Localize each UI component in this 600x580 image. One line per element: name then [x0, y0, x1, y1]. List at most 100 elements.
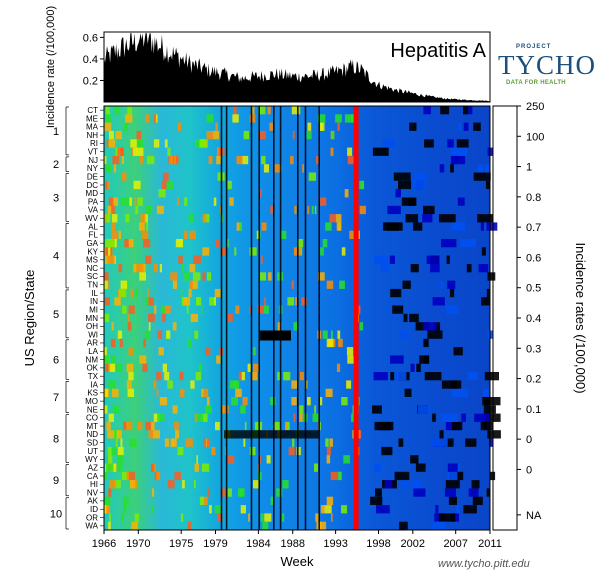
heat-cell: [240, 405, 246, 414]
heat-cell: [126, 363, 134, 372]
state-label: GA: [86, 239, 98, 248]
heat-cell: [108, 488, 112, 497]
state-label: LA: [88, 347, 98, 356]
heat-cell: [123, 505, 127, 514]
heat-cell: [404, 388, 412, 397]
heat-cell: [320, 197, 327, 206]
heat-cell: [403, 313, 408, 323]
heat-cell: [413, 222, 423, 231]
xtick-label: 1966: [92, 538, 116, 550]
heat-cell: [481, 297, 490, 306]
heat-cell: [341, 397, 348, 406]
heat-cell: [158, 347, 164, 356]
heat-cell: [174, 471, 181, 481]
na-streak: [258, 106, 260, 530]
heat-cell: [111, 205, 115, 215]
heat-cell: [194, 330, 199, 339]
heat-cell: [331, 130, 335, 140]
logo-project-text: PROJECT: [516, 44, 552, 50]
heat-cell: [432, 438, 448, 447]
heat-cell: [373, 372, 388, 381]
heat-cell: [359, 180, 365, 190]
heat-cell: [393, 172, 411, 181]
heat-cell: [370, 496, 383, 505]
heat-cell: [458, 122, 462, 131]
heat-cell: [139, 355, 147, 364]
heat-cell: [293, 322, 299, 331]
heat-cell: [424, 139, 434, 148]
heat-cell: [394, 471, 410, 481]
heat-cell: [484, 372, 499, 381]
state-label: CO: [86, 414, 98, 423]
heat-cell: [423, 205, 435, 215]
heat-cell: [320, 397, 323, 406]
heat-cell: [115, 438, 118, 447]
heat-cell: [441, 239, 457, 248]
heat-cell: [432, 413, 436, 422]
heat-cell: [325, 222, 332, 231]
heat-cell: [148, 430, 153, 439]
heat-cell: [331, 330, 333, 339]
heat-cell: [209, 297, 216, 306]
heat-cell: [195, 372, 202, 381]
heat-cell: [296, 446, 301, 456]
heat-cell: [121, 155, 124, 165]
top-panel-ylabel: Incidence rate (/100,000): [45, 6, 57, 128]
heat-cell: [478, 164, 484, 173]
heat-cell: [326, 280, 334, 289]
heat-cell: [216, 513, 223, 522]
heat-cell: [215, 421, 220, 431]
heat-cell: [447, 280, 456, 289]
heat-cell: [134, 288, 138, 298]
heat-cell: [118, 288, 127, 298]
state-label: WI: [88, 330, 98, 339]
state-label: AK: [87, 497, 98, 506]
region-label: 10: [50, 508, 62, 520]
heat-cell: [447, 463, 458, 472]
heat-cell: [135, 264, 144, 273]
heat-cell: [112, 155, 120, 165]
heat-cell: [114, 297, 121, 306]
heat-cell: [285, 421, 290, 431]
heat-cell: [489, 438, 493, 447]
heat-cell: [113, 164, 117, 173]
colorbar-tick-label: 100: [526, 131, 544, 143]
heat-cell: [359, 322, 364, 331]
heat-cell: [401, 197, 417, 206]
heat-cell: [114, 106, 120, 115]
heat-cell: [252, 106, 255, 115]
heat-cell: [392, 305, 404, 314]
heat-cell: [337, 330, 341, 339]
heat-cell: [247, 363, 252, 372]
logo-name-text: TYCHO: [498, 50, 596, 80]
state-heatmap: CTMEMANHRIVTNJNYDEDCMDPAVAWVALFLGAKYMSNC…: [22, 105, 502, 569]
state-label: CT: [87, 106, 98, 115]
xtick-label: 2011: [478, 538, 502, 550]
colorbar-tick-label: 0.3: [526, 343, 541, 355]
heat-cell: [167, 147, 171, 156]
heat-cell: [243, 130, 249, 140]
heat-cell: [192, 280, 198, 289]
heat-cell: [137, 197, 143, 206]
heat-cell: [252, 347, 256, 356]
heat-cell: [410, 480, 422, 489]
heat-cell: [180, 388, 185, 397]
heat-cell: [444, 488, 456, 497]
xtick-label: 1984: [246, 538, 270, 550]
heat-cell: [130, 288, 134, 298]
state-label: NE: [87, 405, 98, 414]
heat-cell: [468, 488, 479, 497]
heat-cell: [133, 180, 141, 190]
heat-cell: [111, 446, 117, 456]
heat-cell: [320, 505, 325, 514]
heat-cell: [109, 363, 116, 372]
heat-cell: [121, 513, 124, 522]
heat-cell: [104, 347, 107, 356]
heat-cell: [291, 106, 300, 115]
heat-cell: [117, 330, 123, 339]
heat-cell: [153, 380, 157, 389]
heat-cell: [274, 421, 281, 431]
heat-cell: [249, 305, 251, 314]
colorbar-tick-label: 1: [526, 162, 532, 174]
heat-cell: [146, 222, 148, 231]
